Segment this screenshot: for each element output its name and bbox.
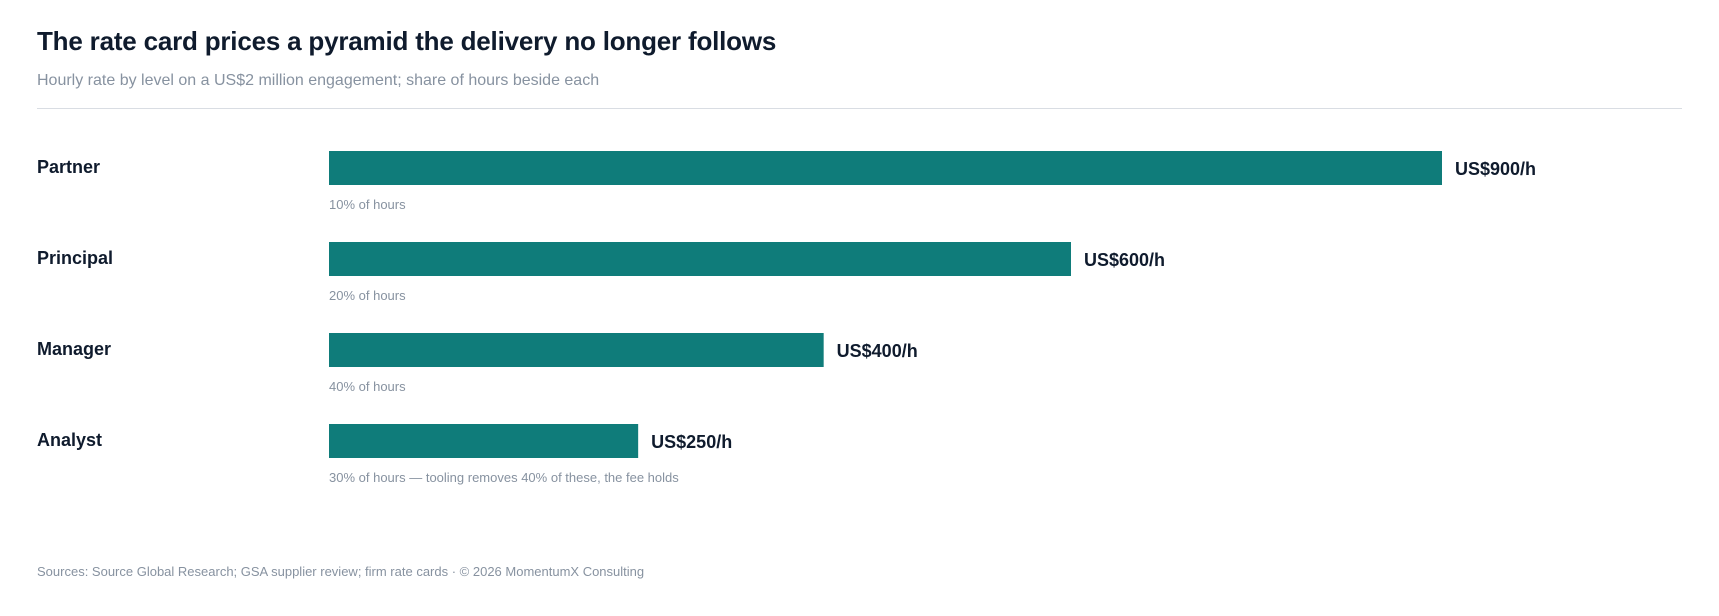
bar-manager bbox=[329, 333, 824, 367]
chart-subtitle: Hourly rate by level on a US$2 million e… bbox=[37, 72, 600, 89]
source-note: Sources: Source Global Research; GSA sup… bbox=[37, 564, 645, 579]
bar-analyst bbox=[329, 424, 639, 458]
header-divider bbox=[37, 108, 1682, 109]
bar-partner bbox=[329, 151, 1442, 185]
category-label-partner: Partner bbox=[37, 157, 100, 177]
category-label-analyst: Analyst bbox=[37, 430, 102, 450]
bar-principal bbox=[329, 242, 1071, 276]
value-label-partner: US$900/h bbox=[1455, 159, 1536, 179]
chart-title: The rate card prices a pyramid the deliv… bbox=[37, 26, 777, 56]
hours-note-analyst: 30% of hours — tooling removes 40% of th… bbox=[329, 470, 679, 485]
value-label-analyst: US$250/h bbox=[651, 432, 732, 452]
hours-note-principal: 20% of hours bbox=[329, 288, 406, 303]
value-label-principal: US$600/h bbox=[1084, 250, 1165, 270]
category-label-manager: Manager bbox=[37, 339, 111, 359]
category-label-principal: Principal bbox=[37, 248, 113, 268]
bar-chart: Partner US$900/h 10% of hours Principal US$6… bbox=[37, 151, 1536, 485]
value-label-manager: US$400/h bbox=[837, 341, 918, 361]
hours-note-partner: 10% of hours bbox=[329, 197, 406, 212]
hours-note-manager: 40% of hours bbox=[329, 379, 406, 394]
